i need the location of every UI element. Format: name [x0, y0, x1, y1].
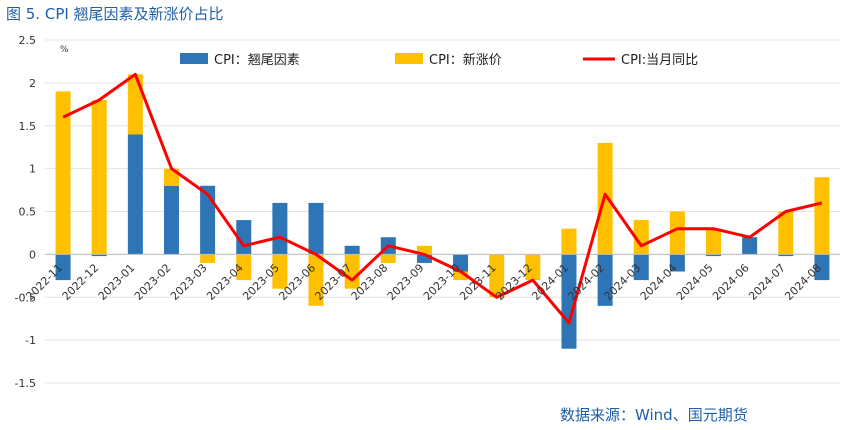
bar-carryover	[308, 202, 324, 255]
y-unit-label: %	[60, 45, 69, 55]
y-tick-label: 1	[29, 163, 36, 176]
bar-carryover	[91, 254, 107, 257]
bar-carryover	[814, 254, 830, 281]
bar-new-price	[236, 254, 252, 281]
bar-carryover	[742, 237, 758, 255]
line-series	[62, 72, 823, 325]
y-tick-label: 2	[29, 77, 36, 90]
y-tick-label: 2.5	[19, 34, 37, 47]
bar-carryover	[561, 254, 577, 349]
bar-new-price	[416, 245, 432, 255]
bar-new-price	[272, 254, 288, 289]
source-note: 数据来源：Wind、国元期货	[560, 406, 748, 424]
y-tick-label: 0	[29, 248, 36, 261]
bar-carryover	[633, 254, 649, 281]
legend-label: CPI：新涨价	[429, 52, 502, 68]
bar-new-price	[814, 177, 830, 255]
y-axis-ticks: 2.5 2 1.5 1 0.5 0 -0.5 -1 -1.5	[15, 34, 36, 390]
legend-swatch	[180, 53, 208, 64]
bar-carryover	[127, 134, 143, 255]
legend-label: CPI：翘尾因素	[214, 53, 300, 68]
plot-background	[0, 28, 848, 400]
bar-new-price	[453, 271, 469, 281]
bar-new-price	[706, 228, 722, 255]
bar-carryover	[778, 254, 794, 257]
bar-new-price	[669, 211, 685, 255]
bar-new-price	[525, 254, 541, 281]
y-tick-label: -1.5	[15, 377, 36, 390]
bar-new-price	[380, 254, 396, 263]
bar-new-price	[778, 211, 794, 255]
bar-carryover	[453, 254, 469, 272]
bar-carryover	[55, 254, 71, 281]
y-tick-label: -0.5	[15, 291, 36, 304]
bar-carryover	[706, 254, 722, 257]
bars	[55, 74, 830, 349]
legend: CPI：翘尾因素 CPI：新涨价 CPI:当月同比	[180, 52, 698, 68]
chart: 2.521.510.50-0.5-1-1.5 % 2022-112022-122…	[0, 28, 848, 400]
bar-new-price	[633, 220, 649, 255]
bar-new-price	[91, 100, 107, 255]
figure-title: 图 5. CPI 翘尾因素及新涨价占比	[6, 5, 224, 23]
bar-carryover	[597, 254, 613, 306]
bar-new-price	[344, 254, 360, 289]
bar-carryover	[669, 254, 685, 272]
bar-carryover	[344, 245, 360, 255]
line-yoy	[62, 72, 823, 325]
bar-carryover	[416, 254, 432, 263]
bar-carryover	[163, 185, 179, 255]
y-tick-label: 1.5	[19, 120, 37, 133]
legend-swatch	[395, 53, 423, 64]
legend-label: CPI:当月同比	[621, 53, 698, 68]
bar-carryover	[272, 202, 288, 255]
bar-new-price	[55, 91, 71, 255]
bar-new-price	[127, 74, 143, 135]
y-tick-label: 0.5	[19, 206, 37, 219]
bar-carryover	[200, 185, 216, 255]
bar-new-price	[200, 254, 216, 263]
bar-new-price	[561, 228, 577, 255]
y-tick-label: -1	[25, 334, 36, 347]
grid-lines	[45, 39, 840, 384]
bar-new-price	[489, 254, 505, 298]
bar-new-price	[308, 254, 324, 306]
